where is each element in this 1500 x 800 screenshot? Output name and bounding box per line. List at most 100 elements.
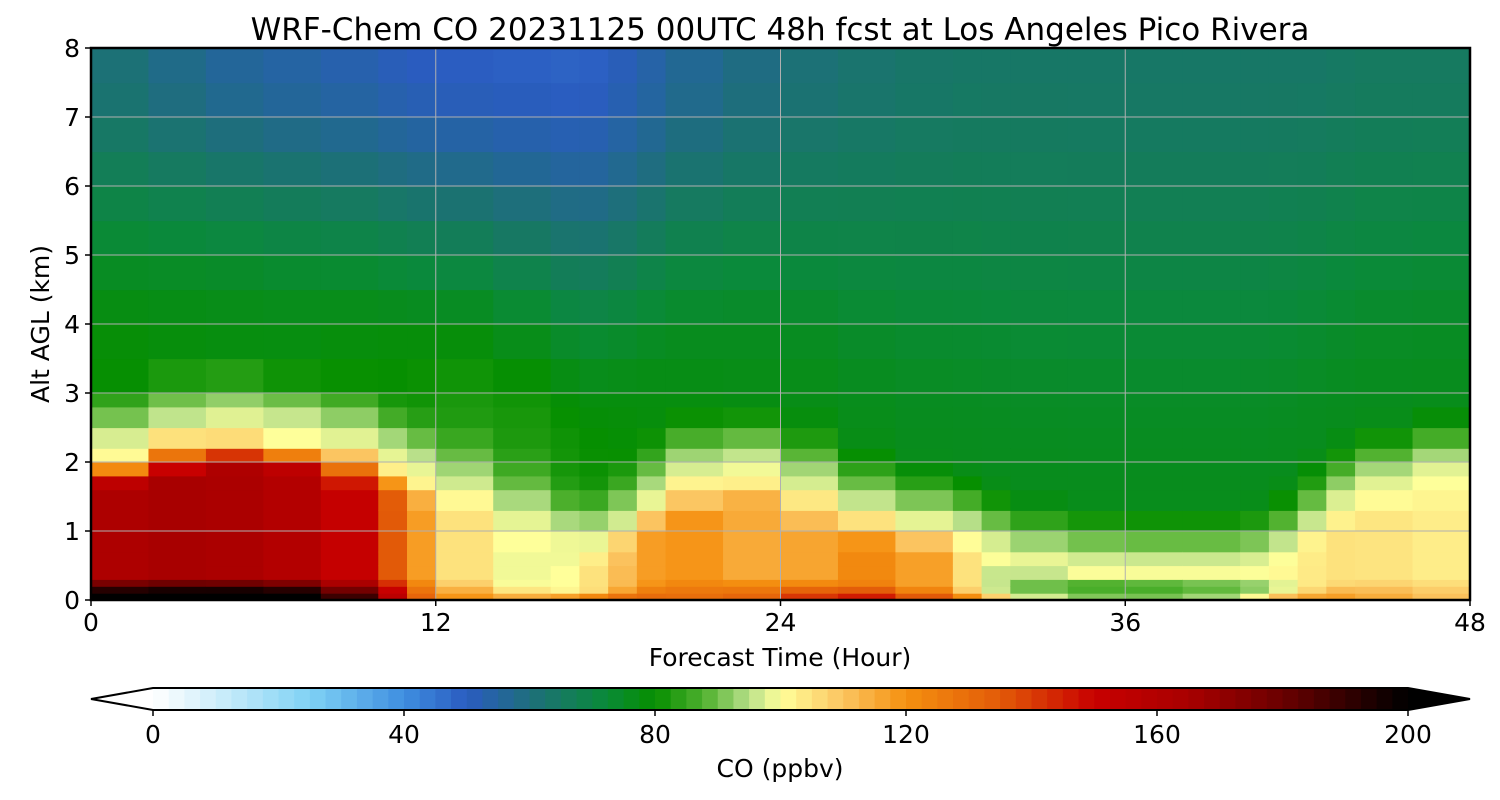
- heatmap-cell: [263, 448, 322, 463]
- heatmap-cell: [1010, 48, 1069, 84]
- colorbar-swatch: [764, 688, 781, 710]
- heatmap-cell: [1182, 448, 1241, 463]
- heatmap-cell: [1240, 220, 1270, 256]
- heatmap-cell: [1125, 358, 1184, 394]
- heatmap-cell: [636, 186, 667, 222]
- colorbar-swatch: [1266, 688, 1283, 710]
- heatmap-cell: [205, 186, 264, 222]
- heatmap-cell: [205, 220, 264, 256]
- heatmap-cell: [1297, 255, 1327, 291]
- heatmap-cell: [493, 462, 552, 477]
- heatmap-cell: [205, 48, 264, 84]
- heatmap-cell: [1326, 151, 1356, 187]
- heatmap-cell: [91, 593, 150, 601]
- heatmap-cell: [378, 255, 408, 291]
- heatmap-cell: [263, 579, 322, 587]
- heatmap-cell: [981, 427, 1011, 449]
- heatmap-cell: [550, 448, 580, 463]
- heatmap-cell: [1182, 510, 1241, 532]
- heatmap-cell: [1355, 324, 1414, 360]
- heatmap-cell: [1355, 117, 1414, 153]
- colorbar-swatch: [1109, 688, 1127, 710]
- heatmap-cell: [780, 586, 839, 594]
- heatmap-cell: [320, 255, 379, 291]
- heatmap-cell: [1010, 448, 1069, 463]
- heatmap-cell: [1412, 462, 1471, 477]
- colorbar-swatch: [215, 688, 232, 710]
- heatmap-cell: [1268, 117, 1299, 153]
- heatmap-cell: [1326, 531, 1356, 553]
- heatmap-cell: [1355, 82, 1414, 118]
- heatmap-cell: [148, 489, 207, 511]
- heatmap-cell: [636, 593, 667, 601]
- heatmap-cell: [1240, 448, 1270, 463]
- heatmap-cell: [148, 358, 207, 394]
- heatmap-cell: [378, 510, 408, 532]
- colorbar-swatch: [404, 688, 421, 710]
- y-tick-label: 6: [64, 172, 80, 201]
- heatmap-cell: [895, 117, 954, 153]
- heatmap-cell: [1125, 255, 1184, 291]
- heatmap-cell: [1412, 593, 1471, 601]
- heatmap-cell: [579, 489, 609, 511]
- colorbar-swatch: [1094, 688, 1111, 710]
- heatmap-cell: [493, 531, 552, 553]
- heatmap-cell: [1240, 82, 1270, 118]
- heatmap-cell: [493, 475, 552, 491]
- heatmap-cell: [981, 393, 1011, 408]
- colorbar-swatch: [1251, 688, 1268, 710]
- heatmap-cell: [1010, 586, 1069, 594]
- colorbar-swatch: [184, 688, 201, 710]
- heatmap-cell: [665, 48, 724, 84]
- colorbar-swatch: [1392, 688, 1409, 710]
- heatmap-cell: [608, 220, 638, 256]
- heatmap-cell: [1326, 586, 1356, 594]
- heatmap-cell: [91, 586, 150, 594]
- heatmap-cell: [636, 448, 667, 463]
- heatmap-cell: [378, 186, 408, 222]
- heatmap-cell: [608, 324, 638, 360]
- heatmap-cell: [205, 565, 264, 580]
- heatmap-cell: [91, 48, 150, 84]
- colorbar-swatch: [1235, 688, 1252, 710]
- heatmap-cell: [780, 448, 839, 463]
- heatmap-cell: [579, 220, 609, 256]
- heatmap-cell: [91, 406, 150, 429]
- heatmap-cell: [263, 186, 322, 222]
- heatmap-cell: [579, 531, 609, 553]
- heatmap-cell: [636, 510, 667, 532]
- heatmap-cell: [895, 427, 954, 449]
- heatmap-cell: [895, 255, 954, 291]
- heatmap-cell: [378, 117, 408, 153]
- heatmap-cell: [1355, 551, 1414, 567]
- heatmap-cell: [550, 489, 580, 511]
- heatmap-cell: [780, 358, 839, 394]
- heatmap-cell: [1412, 393, 1471, 408]
- heatmap-cell: [1240, 117, 1270, 153]
- heatmap-cell: [579, 593, 609, 601]
- heatmap-cell: [1010, 324, 1069, 360]
- heatmap-cell: [1010, 406, 1069, 429]
- y-axis-label: Alt AGL (km): [26, 245, 55, 403]
- heatmap-cell: [550, 186, 580, 222]
- heatmap-cell: [1067, 255, 1126, 291]
- heatmap-cell: [493, 255, 552, 291]
- heatmap-cell: [837, 586, 897, 594]
- heatmap-cell: [723, 579, 782, 587]
- heatmap-cell: [1067, 462, 1126, 477]
- heatmap-cell: [1182, 551, 1241, 567]
- heatmap-cell: [1067, 489, 1126, 511]
- heatmap-cell: [1355, 186, 1414, 222]
- heatmap-cell: [1326, 324, 1356, 360]
- heatmap-cell: [320, 289, 379, 325]
- colorbar-swatch: [1298, 688, 1315, 710]
- heatmap-cell: [1326, 565, 1356, 580]
- heatmap-cell: [1268, 48, 1299, 84]
- heatmap-cell: [837, 151, 897, 187]
- heatmap-cell: [1240, 186, 1270, 222]
- colorbar-swatch: [843, 688, 860, 710]
- heatmap-cell: [723, 324, 782, 360]
- heatmap-cell: [493, 393, 552, 408]
- heatmap-cell: [636, 82, 667, 118]
- heatmap-cell: [148, 151, 207, 187]
